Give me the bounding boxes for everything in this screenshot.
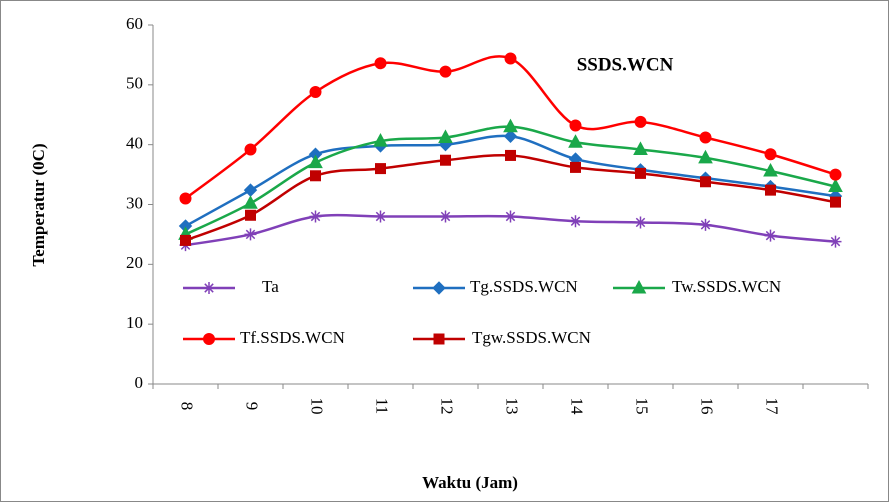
marker [243,195,258,209]
marker [830,196,841,208]
legend-marker [203,282,215,294]
x-tick-label: 12 [438,398,457,415]
marker [374,57,387,70]
marker [633,141,648,155]
x-tick-label: 17 [763,398,782,416]
marker [634,115,647,128]
x-tick-label: 15 [633,398,652,415]
marker [374,210,387,223]
legend-marker [432,281,446,295]
marker [245,209,256,221]
marker [180,234,191,246]
marker [439,65,452,78]
y-tick-label: 60 [126,14,143,33]
marker [308,154,323,169]
marker [439,210,452,223]
marker [373,133,388,147]
marker [828,178,843,193]
marker [179,192,192,205]
marker [244,143,257,156]
legend-marker [203,333,215,345]
x-tick-label: 16 [698,398,717,415]
x-tick-label: 9 [243,402,262,411]
marker [829,235,842,248]
marker [569,215,582,228]
x-tick-label: 11 [373,398,392,414]
marker [765,184,776,196]
y-axis-title: Temperatur (0C) [29,143,48,266]
marker [698,149,713,164]
marker [634,216,647,229]
y-tick-label: 50 [126,74,143,93]
marker [309,210,322,223]
marker [764,229,777,242]
y-tick-label: 30 [126,193,143,212]
y-tick-label: 20 [126,253,143,272]
marker [503,118,518,133]
marker [829,168,842,181]
legend-marker [433,333,445,345]
marker [310,170,321,182]
annotation: SSDS.WCN [577,54,674,75]
marker [244,228,257,241]
marker [570,161,581,173]
legend-label: Tw.SSDS.WCN [672,277,781,296]
marker [438,129,453,143]
marker [309,86,322,99]
marker [440,154,451,166]
x-tick-label: 14 [568,398,587,416]
marker [764,148,777,161]
marker [505,149,516,161]
legend-marker [631,279,647,294]
y-tick-label: 40 [126,134,143,153]
marker [635,167,646,179]
marker [569,119,582,132]
marker [375,163,386,175]
legend-label: Tgw.SSDS.WCN [472,328,591,347]
marker [700,176,711,188]
y-tick-label: 10 [126,313,143,332]
x-tick-label: 8 [178,402,197,411]
marker [763,162,778,177]
marker [504,52,517,65]
legend-label: Ta [262,277,279,296]
marker [699,131,712,144]
x-tick-label: 13 [503,398,522,415]
y-tick-label: 0 [135,373,144,392]
legend-label: Tf.SSDS.WCN [240,328,345,347]
marker [503,129,518,143]
x-tick-label: 10 [308,398,327,415]
x-axis-title: Waktu (Jam) [422,473,518,492]
marker [504,210,517,223]
legend-label: Tg.SSDS.WCN [470,277,578,296]
marker [568,134,583,148]
marker [699,218,712,231]
